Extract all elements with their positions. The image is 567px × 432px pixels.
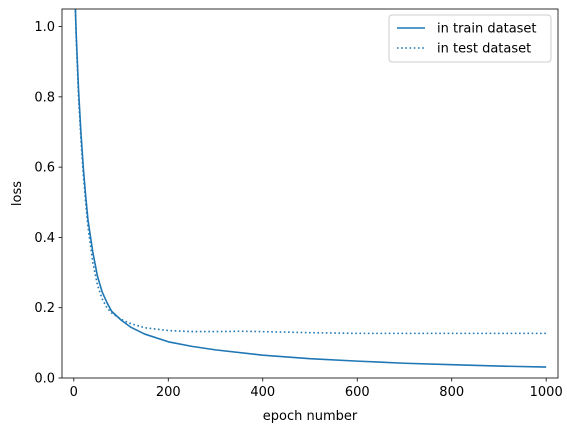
y-tick-label: 0.4 bbox=[34, 231, 55, 246]
legend-box bbox=[388, 14, 552, 63]
x-tick-label: 800 bbox=[439, 385, 464, 400]
plot-background bbox=[62, 9, 558, 378]
legend-label-train: in train dataset bbox=[437, 22, 537, 37]
y-tick-label: 0.8 bbox=[34, 90, 55, 105]
plot-frame bbox=[61, 8, 559, 379]
x-tick-label: 600 bbox=[345, 385, 370, 400]
x-axis-ticks: 0 200 400 600 800 1000 bbox=[70, 378, 563, 400]
x-axis-label: epoch number bbox=[263, 409, 358, 424]
y-axis-ticks: 0.0 0.2 0.4 0.6 0.8 1.0 bbox=[34, 20, 62, 387]
legend: in train dataset in test dataset bbox=[388, 14, 552, 63]
y-tick-label: 1.0 bbox=[34, 20, 55, 35]
y-tick-label: 0.0 bbox=[34, 372, 55, 387]
x-tick-label: 1000 bbox=[530, 385, 563, 400]
y-axis-label: loss bbox=[10, 181, 25, 206]
test-loss-line bbox=[74, 9, 547, 335]
y-tick-label: 0.2 bbox=[34, 301, 55, 316]
x-tick-label: 400 bbox=[250, 385, 275, 400]
legend-label-test: in test dataset bbox=[437, 42, 531, 57]
series-layer bbox=[74, 9, 547, 368]
x-tick-label: 0 bbox=[70, 385, 78, 400]
x-tick-label: 200 bbox=[156, 385, 181, 400]
y-tick-label: 0.6 bbox=[34, 161, 55, 176]
